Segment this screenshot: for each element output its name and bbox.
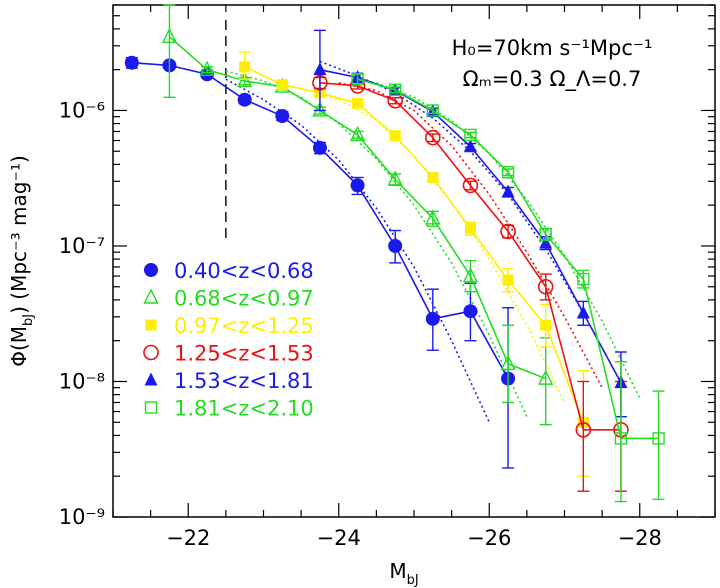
data-point xyxy=(577,272,590,286)
data-point xyxy=(351,73,364,86)
data-point xyxy=(463,139,477,153)
y-tick-label: 10⁻⁷ xyxy=(59,234,105,258)
data-point xyxy=(237,71,253,88)
cosmology-annotation-omega: Ωₘ=0.3 Ω_Λ=0.7 xyxy=(463,67,642,92)
cosmology-annotation-h0: H₀=70km s⁻¹Mpc⁻¹ xyxy=(452,36,653,60)
data-point xyxy=(652,432,665,445)
data-point xyxy=(426,104,440,117)
data-point xyxy=(161,27,178,43)
model-curve xyxy=(338,82,603,389)
data-point xyxy=(143,288,159,304)
data-point xyxy=(500,223,516,240)
legend-label: 0.68<z<0.97 xyxy=(174,287,314,311)
data-point xyxy=(537,278,554,295)
data-point xyxy=(427,172,439,184)
data-point xyxy=(540,319,552,331)
model-curve xyxy=(300,87,566,403)
data-point xyxy=(275,109,290,124)
data-point xyxy=(387,170,403,186)
data-point xyxy=(462,266,479,283)
series-group xyxy=(351,73,665,503)
y-axis-label: Φ(MbJ) (Mpc⁻³ mag⁻¹) xyxy=(7,155,36,367)
data-series xyxy=(124,4,665,503)
data-point xyxy=(144,372,158,386)
legend-label: 0.40<z<0.68 xyxy=(174,259,314,283)
x-axis-label: MbJ xyxy=(389,559,418,588)
data-point xyxy=(538,369,554,385)
x-tick-label: −28 xyxy=(618,526,662,550)
data-point xyxy=(576,305,590,319)
y-tick-label: 10⁻⁶ xyxy=(59,98,105,122)
data-point xyxy=(276,79,288,91)
series-line xyxy=(244,66,585,423)
model-curve xyxy=(319,60,584,314)
axes: −22 −24 −26 −28 10⁻⁹ 10⁻⁸ 10⁻⁷ 10⁻⁶ xyxy=(59,4,716,550)
data-point xyxy=(539,235,553,249)
data-point xyxy=(501,184,515,198)
data-point xyxy=(389,130,401,142)
data-point xyxy=(144,401,158,414)
data-point xyxy=(349,125,366,142)
data-point xyxy=(614,432,628,445)
legend-label: 1.53<z<1.81 xyxy=(174,369,314,393)
data-point xyxy=(199,60,215,76)
data-point xyxy=(145,319,157,331)
data-point xyxy=(352,97,364,109)
legend: 0.40<z<0.68 0.68<z<0.97 0.97<z<1.25 1.25<z<… xyxy=(143,259,314,421)
data-point xyxy=(388,83,402,97)
data-point xyxy=(425,209,441,225)
data-point xyxy=(388,238,403,253)
data-point xyxy=(237,92,252,107)
data-point xyxy=(239,61,251,73)
legend-label: 1.81<z<2.10 xyxy=(174,397,314,421)
data-point xyxy=(144,263,158,277)
data-point xyxy=(462,177,479,194)
x-tick-label: −26 xyxy=(467,526,511,550)
data-point xyxy=(124,55,139,70)
legend-label: 1.25<z<1.53 xyxy=(174,342,314,366)
data-point xyxy=(502,274,514,286)
x-tick-label: −24 xyxy=(317,526,361,550)
data-point xyxy=(350,178,365,193)
data-point xyxy=(312,101,328,117)
y-tick-label: 10⁻⁹ xyxy=(59,505,105,529)
data-point xyxy=(464,128,477,142)
data-point xyxy=(501,166,515,179)
legend-label: 0.97<z<1.25 xyxy=(174,314,314,338)
data-point xyxy=(463,304,478,319)
series-group xyxy=(161,4,554,426)
data-point xyxy=(312,140,327,155)
data-point xyxy=(313,62,327,76)
data-point xyxy=(575,422,592,438)
x-tick-label: −22 xyxy=(166,526,210,550)
data-point xyxy=(143,344,159,361)
data-point xyxy=(464,222,476,234)
data-point xyxy=(539,228,552,241)
y-tick-label: 10⁻⁸ xyxy=(59,369,105,393)
data-point xyxy=(425,129,441,146)
data-point xyxy=(500,354,516,371)
annotations: H₀=70km s⁻¹Mpc⁻¹ Ωₘ=0.3 Ω_Λ=0.7 xyxy=(452,36,653,92)
data-point xyxy=(425,311,440,326)
